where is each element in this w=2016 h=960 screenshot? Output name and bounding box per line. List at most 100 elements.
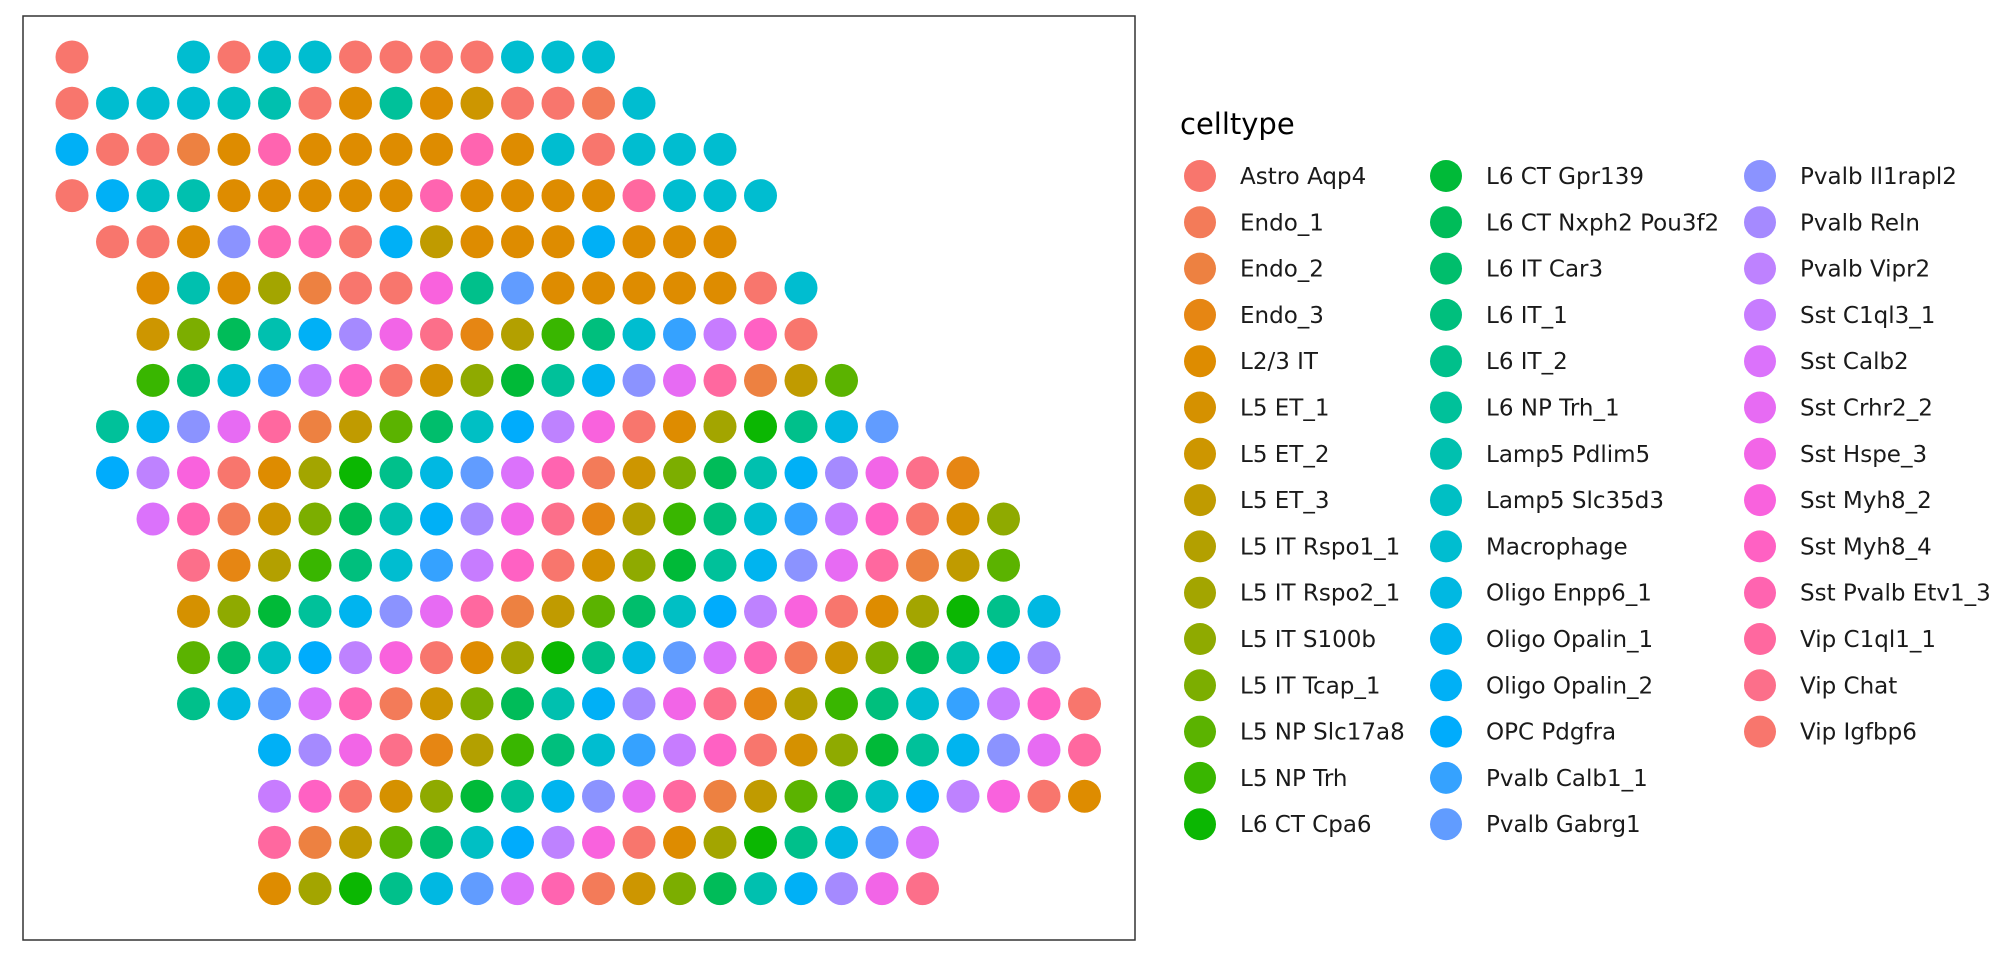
legend-label: Oligo Opalin_2 <box>1486 673 1653 699</box>
spot-point <box>258 779 291 813</box>
spot-point <box>177 548 210 582</box>
legend-label: L5 ET_2 <box>1240 442 1329 468</box>
spot-point <box>217 40 251 74</box>
spot-point <box>946 733 980 767</box>
spot-point <box>460 410 494 444</box>
spot-point <box>501 132 534 166</box>
spot-point <box>136 132 170 166</box>
spot-point <box>541 502 575 536</box>
spot-point <box>825 502 858 536</box>
spot-point <box>177 502 210 536</box>
legend-label: Vip Chat <box>1800 673 1897 699</box>
spot-point <box>622 687 656 721</box>
legend-key <box>1744 669 1776 702</box>
spot-point <box>420 410 453 444</box>
spot-point <box>703 179 737 213</box>
spot-point <box>663 502 696 536</box>
spot-point <box>339 456 372 490</box>
legend-key <box>1430 437 1462 470</box>
spot-point <box>460 825 494 859</box>
legend-key <box>1184 669 1216 702</box>
spot-point <box>906 733 939 767</box>
spot-point <box>906 687 939 721</box>
spot-point <box>865 872 899 906</box>
legend-key <box>1744 252 1776 285</box>
spot-point <box>136 317 170 351</box>
spot-point <box>501 687 534 721</box>
spot-point <box>420 641 453 675</box>
spot-point <box>622 410 656 444</box>
spot-point <box>582 225 615 259</box>
spot-point <box>379 456 413 490</box>
spot-point <box>784 687 818 721</box>
spot-point <box>541 410 575 444</box>
spot-point <box>825 825 858 859</box>
spot-point <box>582 872 615 906</box>
legend-label: Sst Myh8_2 <box>1800 488 1932 514</box>
spot-point <box>339 594 372 628</box>
spot-point <box>258 456 291 490</box>
spot-point <box>663 410 696 444</box>
spot-point <box>582 502 615 536</box>
spot-point <box>379 872 413 906</box>
spot-point <box>258 179 291 213</box>
spot-point <box>298 317 332 351</box>
legend-key <box>1184 298 1216 331</box>
spot-point <box>420 179 453 213</box>
spot-point <box>582 548 615 582</box>
spot-point <box>946 687 980 721</box>
legend-label: Pvalb Gabrg1 <box>1486 812 1641 838</box>
spot-point <box>217 179 251 213</box>
spot-point <box>784 825 818 859</box>
spot-point <box>582 594 615 628</box>
spot-point <box>55 132 89 166</box>
spot-point <box>1027 687 1061 721</box>
spot-point <box>703 641 737 675</box>
legend-key <box>1184 437 1216 470</box>
legend-label: Pvalb Vipr2 <box>1800 257 1930 283</box>
spot-point <box>96 132 129 166</box>
legend-key <box>1430 808 1462 841</box>
spot-point <box>865 502 899 536</box>
spot-point <box>703 225 737 259</box>
legend-label: L6 CT Gpr139 <box>1486 164 1644 190</box>
spot-point <box>339 872 372 906</box>
spot-point <box>460 271 494 305</box>
spot-point <box>784 733 818 767</box>
legend-label: L5 IT Tcap_1 <box>1240 673 1381 699</box>
spot-point <box>379 40 413 74</box>
spot-point <box>744 825 777 859</box>
spot-point <box>339 363 372 397</box>
spot-point <box>622 225 656 259</box>
legend-key <box>1184 715 1216 748</box>
spot-point <box>784 641 818 675</box>
legend: Astro Aqp4 Endo_1 Endo_2 Endo_3 L2/3 IT L5 ET… <box>1184 160 1991 841</box>
legend-label: L6 IT_2 <box>1486 349 1568 375</box>
spot-point <box>622 872 656 906</box>
spot-point <box>987 594 1020 628</box>
spot-point <box>379 317 413 351</box>
spot-point <box>298 40 332 74</box>
spot-point <box>298 825 332 859</box>
spot-point <box>55 179 89 213</box>
legend-key <box>1430 623 1462 655</box>
spot-point <box>703 271 737 305</box>
spot-point <box>217 410 251 444</box>
spot-point <box>865 548 899 582</box>
spot-point <box>784 594 818 628</box>
spot-point <box>298 456 332 490</box>
spot-point <box>217 317 251 351</box>
spot-point <box>987 687 1020 721</box>
spot-point <box>541 225 575 259</box>
spot-point <box>420 40 453 74</box>
spot-point <box>379 825 413 859</box>
spot-point <box>177 179 210 213</box>
spot-point <box>703 363 737 397</box>
spot-point <box>663 548 696 582</box>
spot-point <box>663 225 696 259</box>
spot-point <box>987 548 1020 582</box>
spot-point <box>703 502 737 536</box>
spot-point <box>460 86 494 120</box>
spot-point <box>825 779 858 813</box>
spot-point <box>784 502 818 536</box>
